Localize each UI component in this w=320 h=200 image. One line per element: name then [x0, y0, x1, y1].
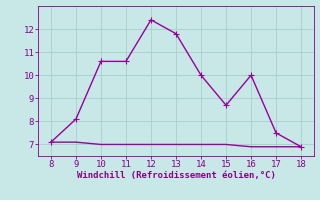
X-axis label: Windchill (Refroidissement éolien,°C): Windchill (Refroidissement éolien,°C)	[76, 171, 276, 180]
